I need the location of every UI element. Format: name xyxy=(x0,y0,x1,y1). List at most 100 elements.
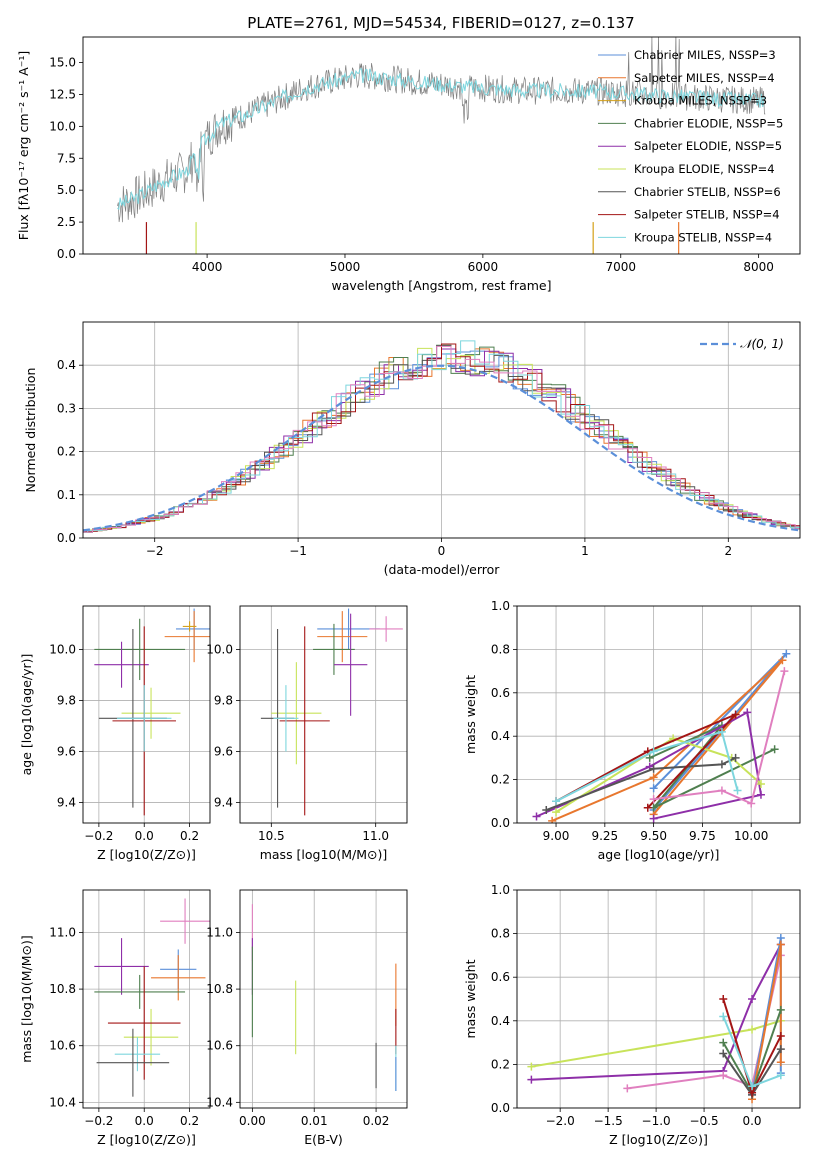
y-tick-label: 9.4 xyxy=(214,796,233,810)
data-marker xyxy=(748,995,757,1003)
y-tick-label: 0.2 xyxy=(57,445,76,459)
x-tick-label: 0 xyxy=(438,544,446,558)
errorbar-point xyxy=(273,685,299,752)
x-axis-label: E(B-V) xyxy=(304,1132,343,1147)
y-tick-label: 0.8 xyxy=(491,642,510,656)
x-tick-label: 4000 xyxy=(192,260,223,274)
weight-series xyxy=(545,756,737,811)
data-marker xyxy=(776,1058,785,1067)
y-tick-label: 0.1 xyxy=(57,488,76,502)
y-tick-label: 0.2 xyxy=(491,773,510,787)
data-marker xyxy=(747,799,756,808)
data-marker xyxy=(756,790,765,799)
y-tick-label: 0.2 xyxy=(491,1057,510,1071)
y-axis-label: Normed distribution xyxy=(23,368,38,493)
legend-label: 𝒩(0, 1) xyxy=(740,337,784,351)
plot-area xyxy=(517,890,800,1108)
errorbar-point xyxy=(94,641,149,688)
data-marker xyxy=(532,812,541,821)
x-axis-label: mass [log10(M/M⊙)] xyxy=(260,847,388,862)
errorbar-point xyxy=(160,898,210,944)
x-tick-label: 0.00 xyxy=(239,1114,266,1128)
data-marker xyxy=(731,753,740,762)
data-marker xyxy=(649,814,658,823)
x-axis-label: wavelength [Angstrom, rest frame] xyxy=(331,278,551,293)
errorbar-point xyxy=(96,1028,170,1097)
spectrum-data xyxy=(117,37,766,223)
errorbar-point xyxy=(333,613,368,716)
x-tick-label: 9.00 xyxy=(543,829,570,843)
data-marker xyxy=(548,816,557,823)
gaussian-curve xyxy=(83,364,800,532)
x-tick-label: 0.0 xyxy=(135,1114,154,1128)
panel-age_vs_Z: −0.2 0.0 0.2 9.4 9.6 9.8 10.0 Z [log10(Z/Z⊙)] ag… xyxy=(19,605,211,862)
histogram-series xyxy=(83,340,800,533)
panel-age_vs_mass: 10.5 11.0 9.4 9.6 9.8 10.0 mass [log10(M/M⊙)] xyxy=(206,605,408,862)
data-marker xyxy=(743,708,752,717)
y-tick-label: 10.8 xyxy=(206,982,233,996)
legend-label: Chabrier MILES, NSSP=3 xyxy=(634,48,776,62)
x-tick-label: 9.25 xyxy=(591,829,618,843)
data-marker xyxy=(748,1025,757,1034)
data-marker xyxy=(731,710,740,719)
data-marker xyxy=(645,753,654,762)
axes-frame xyxy=(239,605,408,824)
data-marker xyxy=(717,786,726,795)
y-tick-label: 1.0 xyxy=(491,883,510,897)
y-tick-label: 0.0 xyxy=(57,247,76,261)
data-marker xyxy=(552,797,561,806)
panel-weight_vs_age: 9.00 9.25 9.50 9.75 10.00 0.0 0.2 0.4 0.6 0.8 1.0 a… xyxy=(463,599,801,862)
plot-area xyxy=(83,606,210,823)
y-tick-label: 10.0 xyxy=(206,642,233,656)
y-tick-label: 10.6 xyxy=(206,1039,233,1053)
data-marker xyxy=(782,649,791,658)
y-tick-label: 10.4 xyxy=(49,1095,76,1109)
x-tick-label: 0.02 xyxy=(363,1114,390,1128)
y-tick-label: 0.8 xyxy=(491,927,510,941)
y-tick-label: 9.8 xyxy=(57,693,76,707)
axes-frame xyxy=(82,605,211,824)
legend-label: Salpeter ELODIE, NSSP=5 xyxy=(634,139,782,153)
data-marker xyxy=(776,1045,785,1054)
data-marker xyxy=(719,1049,728,1058)
panel-mass_vs_EBV: 0.00 0.01 0.02 10.4 10.6 10.8 11.0 E(B-V) xyxy=(206,889,408,1147)
data-marker xyxy=(527,1062,536,1071)
errorbar-point xyxy=(117,685,172,752)
x-tick-label: 2 xyxy=(724,544,732,558)
x-tick-label: −2.0 xyxy=(546,1114,575,1128)
data-marker xyxy=(776,1005,785,1014)
weight-series xyxy=(653,670,786,805)
x-tick-label: −1 xyxy=(289,544,307,558)
y-tick-label: 1.0 xyxy=(491,599,510,613)
axes-frame xyxy=(239,889,408,1109)
y-tick-label: 0.0 xyxy=(491,1101,510,1115)
y-tick-label: 0.0 xyxy=(57,531,76,545)
data-marker xyxy=(649,747,658,756)
y-tick-label: 9.6 xyxy=(214,745,233,759)
x-tick-label: 9.50 xyxy=(640,829,667,843)
x-axis-label: age [log10(age/yr)] xyxy=(598,847,720,862)
errorbar-point xyxy=(114,1037,161,1072)
x-tick-label: 8000 xyxy=(743,260,774,274)
data-marker xyxy=(649,784,658,793)
x-tick-label: 6000 xyxy=(468,260,499,274)
histogram-series xyxy=(83,347,800,533)
data-marker xyxy=(527,1075,536,1084)
x-tick-label: −1.0 xyxy=(642,1114,671,1128)
plot-area xyxy=(517,606,800,823)
panel-weight_vs_Z: −2.0 −1.5 −1.0 −0.5 0.0 0.0 0.2 0.4 0.6 0.8 1.0 Z [… xyxy=(463,883,801,1147)
data-marker xyxy=(770,745,779,754)
errorbar-point xyxy=(313,623,355,675)
data-marker xyxy=(748,1082,757,1091)
data-marker xyxy=(542,805,551,814)
weight-series xyxy=(555,713,737,809)
y-tick-label: 9.8 xyxy=(214,693,233,707)
data-marker xyxy=(623,1084,632,1093)
x-tick-label: 1 xyxy=(581,544,589,558)
y-tick-label: 12.5 xyxy=(49,87,76,101)
y-tick-label: 0.3 xyxy=(57,401,76,415)
x-axis-label: Z [log10(Z/Z⊙)] xyxy=(609,1132,708,1147)
data-marker xyxy=(643,803,652,812)
legend-label: Chabrier STELIB, NSSP=6 xyxy=(634,185,781,199)
